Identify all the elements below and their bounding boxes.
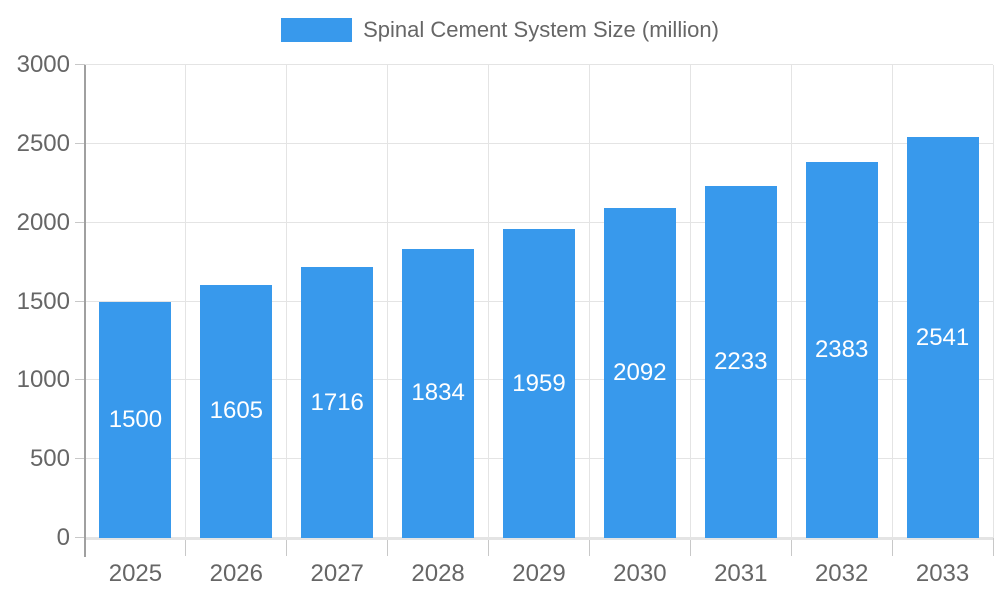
bar-value-label: 1716 (310, 388, 364, 416)
bar-2028[interactable]: 1834 (402, 248, 475, 538)
x-axis-tick-label: 2029 (512, 560, 566, 587)
bar-2026[interactable]: 1605 (200, 284, 273, 538)
x-axis-tick (488, 538, 490, 556)
x-axis-tick (992, 538, 994, 556)
x-gridline (387, 65, 389, 538)
y-axis-tick (75, 300, 85, 302)
x-axis-tick-label: 2031 (714, 560, 768, 587)
x-axis-tick (790, 538, 792, 556)
bar-2025[interactable]: 1500 (99, 301, 172, 538)
y-axis-tick (75, 64, 85, 65)
y-axis-tick-label: 2500 (16, 129, 70, 157)
x-gridline (185, 65, 187, 538)
bar-value-label: 2541 (915, 323, 970, 351)
bar-value-label: 2383 (814, 336, 869, 364)
bar-value-label: 2092 (613, 359, 667, 387)
y-axis-tick-label: 3000 (16, 51, 70, 78)
x-axis-line (85, 538, 993, 540)
x-gridline (488, 65, 490, 538)
bar-value-label: 1605 (209, 397, 264, 425)
legend-marker-swatch (281, 18, 353, 42)
y-gridline (85, 221, 993, 223)
x-axis-tick-label: 2033 (915, 560, 970, 587)
y-gridline (85, 142, 993, 144)
bar-value-label: 1834 (411, 379, 465, 407)
x-axis-tick-label: 2028 (411, 560, 465, 587)
x-axis-tick-label: 2025 (108, 560, 163, 587)
y-axis-tick-label: 1500 (16, 287, 70, 315)
bar-2031[interactable]: 2233 (704, 185, 777, 538)
y-axis-tick (75, 458, 85, 460)
bar-2030[interactable]: 2092 (603, 208, 676, 538)
x-gridline (891, 65, 893, 538)
x-axis-tick (286, 538, 288, 556)
x-axis-tick (891, 538, 893, 556)
x-gridline (588, 65, 590, 538)
bar-2027[interactable]: 1716 (301, 267, 374, 538)
y-axis-tick (75, 221, 85, 223)
bar-2029[interactable]: 1959 (503, 229, 575, 538)
y-axis-tick (75, 379, 85, 381)
bar-value-label: 1500 (108, 405, 163, 433)
x-gridline (790, 65, 792, 538)
x-axis-tick (689, 538, 691, 556)
legend[interactable]: Spinal Cement System Size (million) (0, 18, 1000, 42)
x-gridline (689, 65, 691, 538)
x-axis-tick-label: 2027 (310, 560, 364, 587)
y-axis-tick-label: 2000 (16, 208, 70, 236)
x-axis-tick-label: 2026 (209, 560, 263, 587)
legend-label: Spinal Cement System Size (million) (363, 17, 719, 42)
x-axis-tick (387, 538, 389, 556)
x-axis-tick (588, 538, 590, 556)
x-axis-tick-label: 2032 (814, 560, 869, 587)
y-axis-tick-label: 0 (56, 524, 70, 551)
x-axis-tick (185, 538, 187, 556)
y-axis-tick-label: 500 (29, 445, 70, 473)
y-axis-tick (75, 537, 85, 538)
x-gridline (286, 65, 288, 538)
bar-2032[interactable]: 2383 (805, 162, 878, 538)
bar-2033[interactable]: 2541 (906, 137, 979, 538)
y-axis-tick-label: 1000 (16, 366, 70, 394)
x-axis-tick-label: 2030 (613, 560, 667, 587)
x-gridline (992, 65, 994, 538)
y-gridline (85, 64, 993, 65)
bar-value-label: 1959 (512, 369, 566, 397)
y-axis-line (84, 65, 86, 557)
y-axis-tick (75, 142, 85, 144)
bar-value-label: 2233 (714, 347, 768, 375)
